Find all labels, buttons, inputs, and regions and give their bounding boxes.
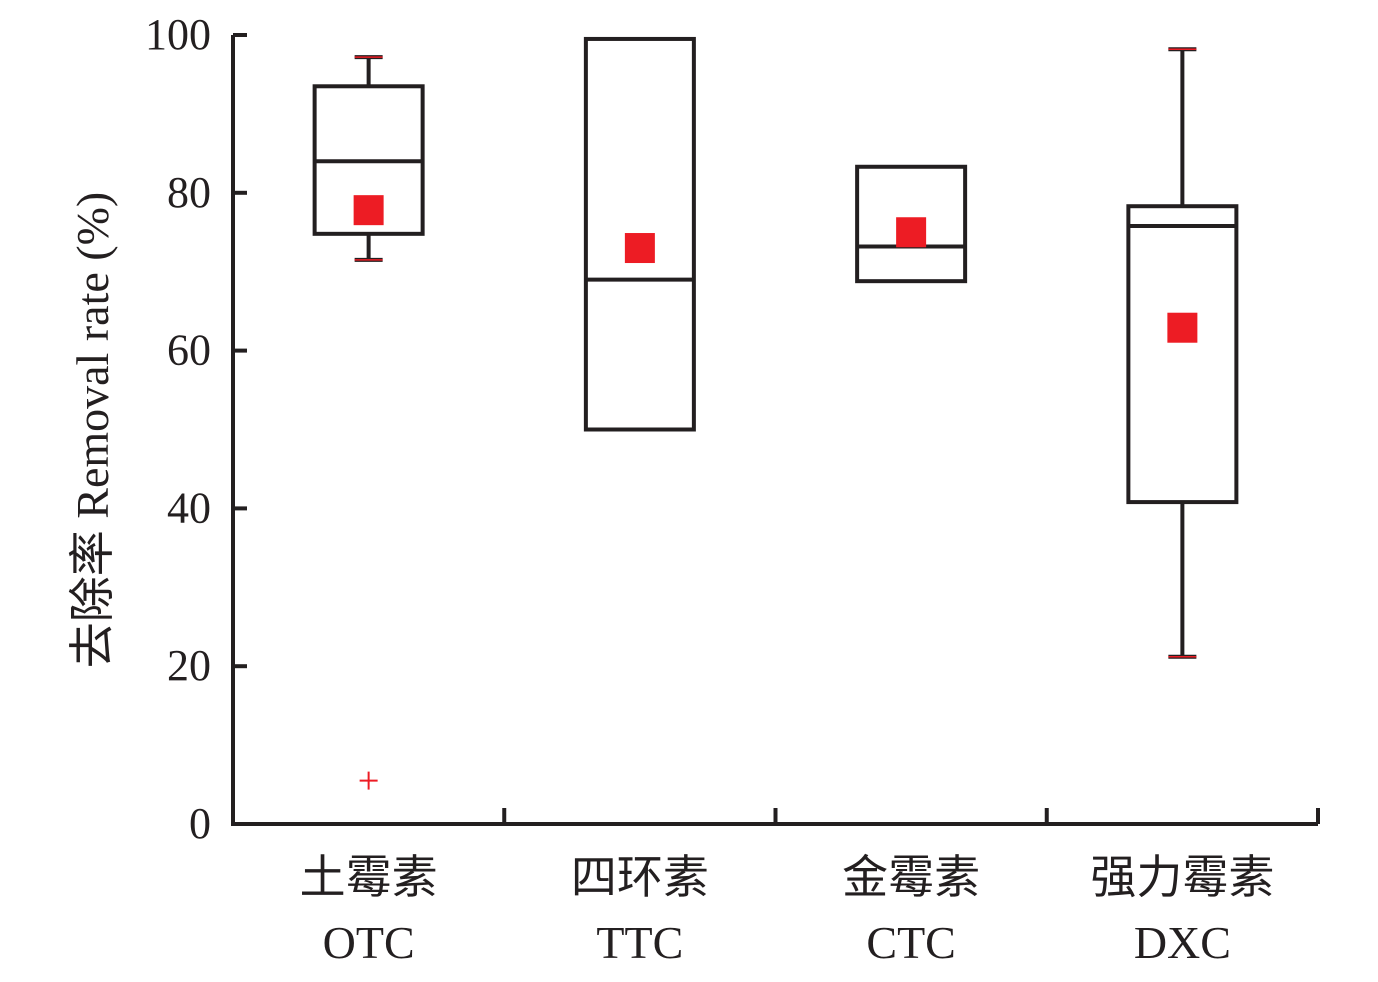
box-series [312,36,1239,790]
category-label-zh-otc: 土霉素 [300,852,438,903]
y-tick-label-20: 20 [167,641,211,690]
y-axis-title: 去除率 Removal rate (%) [67,192,118,668]
mean-marker-dxc [1167,312,1198,343]
iqr-box-ctc [855,164,968,284]
box-group-dxc [1126,47,1239,659]
category-label-en-ctc: CTC [866,917,955,968]
y-axis-ticks: 0 20 40 60 80 100 [145,10,247,848]
box-group-otc [312,55,425,790]
mean-marker-ctc [896,217,927,248]
category-label-zh-ctc: 金霉素 [842,852,980,903]
category-label-zh-ttc: 四环素 [571,852,709,903]
category-label-en-ttc: TTC [596,917,683,968]
category-label-en-dxc: DXC [1134,917,1231,968]
category-label-zh-dxc: 强力霉素 [1090,852,1274,903]
mean-marker-otc [353,195,384,226]
y-tick-label-60: 60 [167,326,211,375]
y-tick-label-0: 0 [189,799,211,848]
y-tick-label-40: 40 [167,483,211,532]
y-tick-label-80: 80 [167,168,211,217]
mean-marker-ttc [624,233,655,264]
y-tick-label-100: 100 [145,10,211,59]
x-axis-ticks: 土霉素 OTC 四环素 TTC 金霉素 CTC 强力霉素 DXC [300,808,1320,968]
iqr-box-ttc [583,36,696,432]
box-group-ttc [583,36,696,432]
box-group-ctc [855,164,968,284]
iqr-box-dxc [1126,204,1239,505]
category-label-en-otc: OTC [323,917,415,968]
